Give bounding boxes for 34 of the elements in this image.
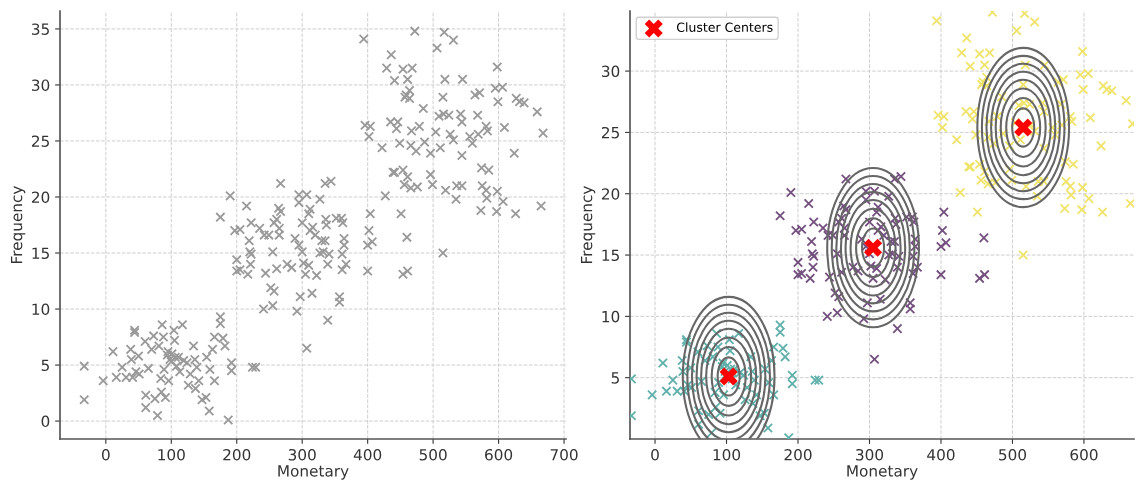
x-tick-label: 400 [353, 448, 382, 461]
y-tick-label: 10 [602, 310, 620, 323]
y-tick-label: 15 [32, 247, 49, 260]
y-tick-label: 15 [602, 249, 619, 262]
x-tick-label: 500 [419, 448, 447, 461]
x-tick-label: 200 [784, 448, 812, 461]
x-tick-label: 600 [1070, 448, 1098, 461]
x-tick-label: 500 [999, 448, 1027, 461]
x-tick-label: 600 [485, 448, 513, 461]
y-tick-label: 30 [32, 79, 50, 91]
y-tick-label: 5 [611, 372, 619, 384]
y-axis-title: Frequency [10, 186, 26, 263]
x-tick-label: 300 [856, 448, 884, 461]
y-tick-label: 10 [32, 303, 50, 316]
legend-label: Cluster Centers [676, 22, 773, 32]
y-tick-label: 25 [601, 126, 619, 139]
y-axis-title: Frequency [580, 186, 596, 263]
x-tick-label: 0 [651, 448, 659, 461]
x-tick-label: 300 [288, 448, 316, 461]
x-tick-label: 400 [927, 448, 955, 461]
x-tick-label: 100 [158, 448, 185, 461]
y-tick-label: 25 [31, 135, 49, 147]
x-tick-label: 100 [713, 448, 741, 461]
x-tick-label: 200 [223, 448, 251, 461]
x-axis-title: Monetary [278, 465, 349, 480]
y-tick-label: 35 [32, 23, 49, 35]
x-tick-label: 0 [101, 448, 110, 461]
y-tick-label: 30 [602, 65, 620, 78]
y-tick-label: 5 [41, 359, 49, 372]
x-tick-label: 700 [550, 448, 578, 461]
y-tick-label: 20 [31, 191, 50, 204]
y-tick-label: 0 [41, 415, 50, 428]
x-axis-title: Monetary [847, 465, 918, 480]
y-tick-label: 20 [601, 188, 620, 200]
